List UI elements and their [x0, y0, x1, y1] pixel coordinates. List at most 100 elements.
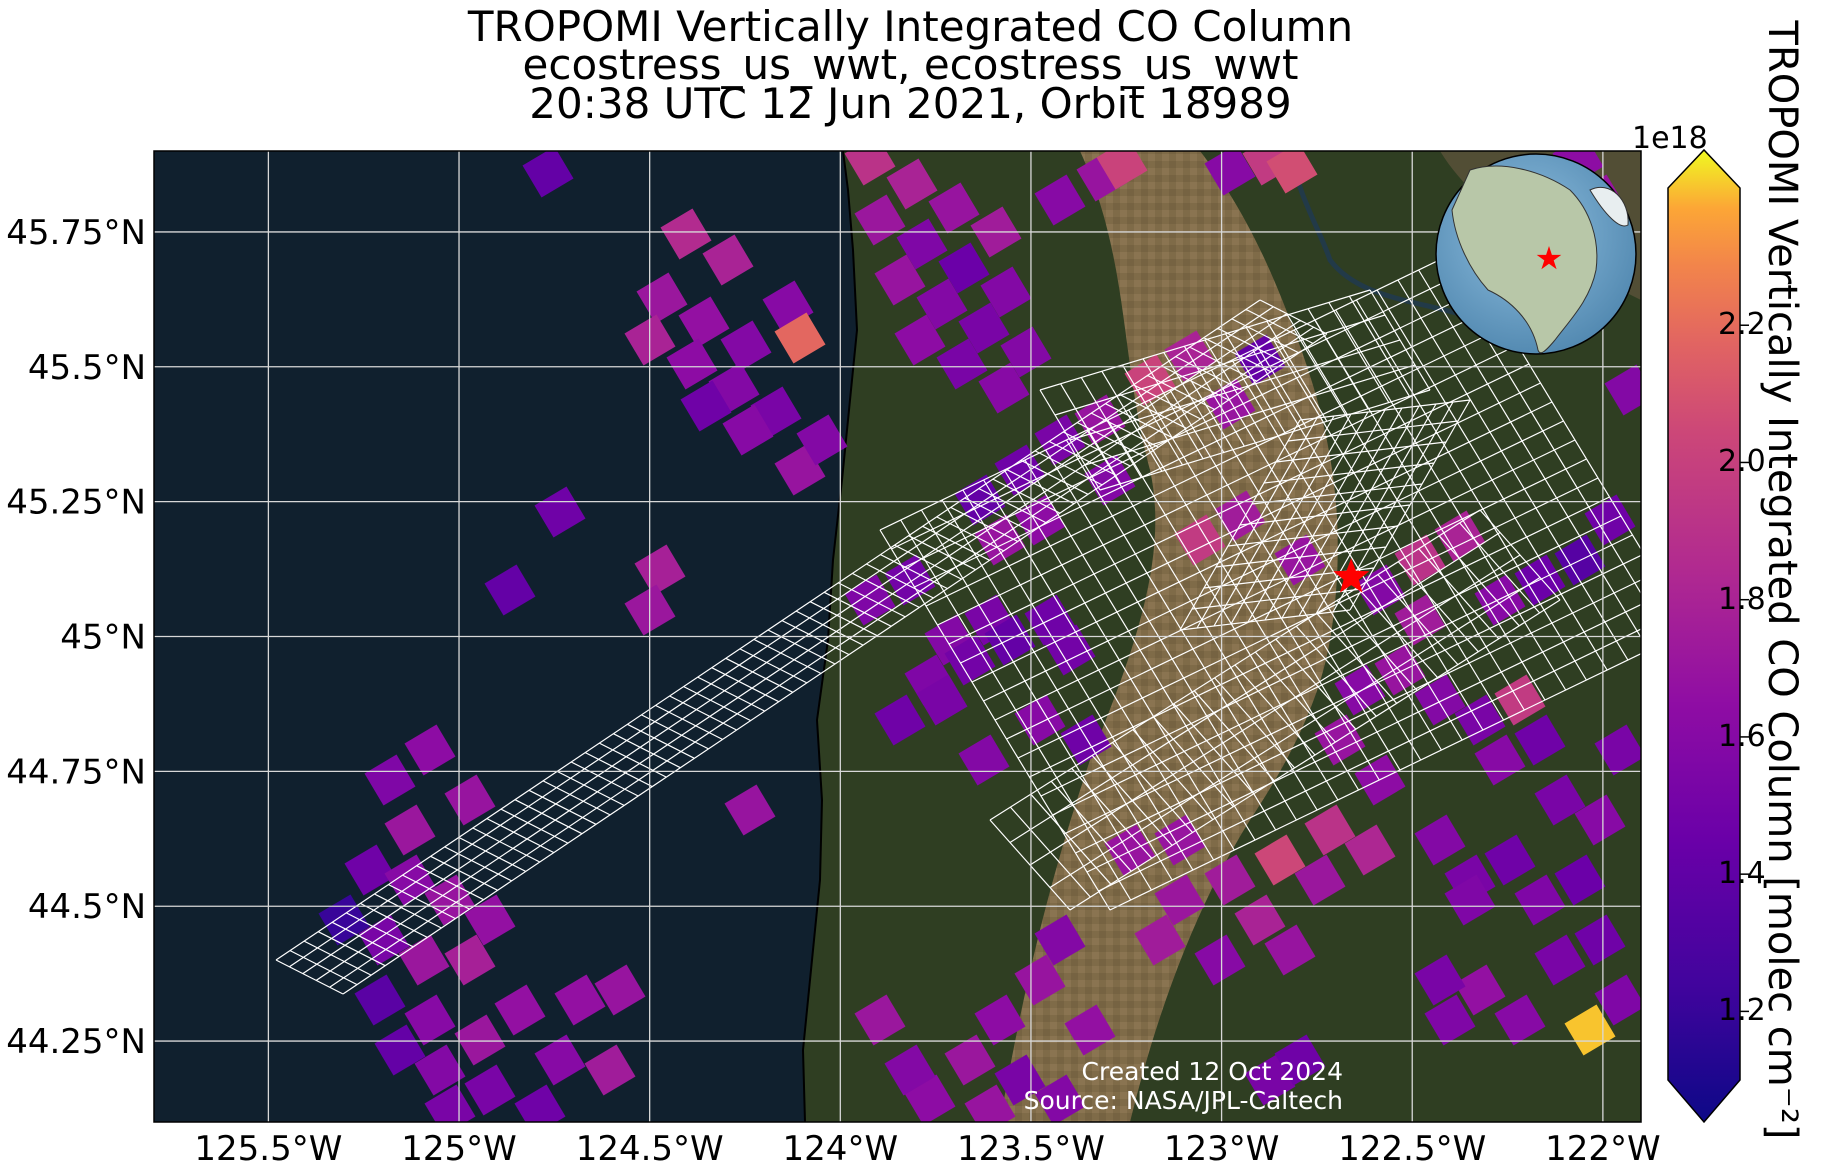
co-pixel [980, 266, 1032, 318]
co-pixel [1000, 326, 1052, 378]
co-pixel [680, 380, 732, 432]
co-pixel [1554, 854, 1606, 906]
colorbar-tick-label: 1.8 [1718, 581, 1766, 617]
lat-tick-label: 44.75°N [6, 752, 146, 792]
co-pixel [1594, 724, 1641, 776]
globe-north-america [1451, 165, 1598, 354]
co-pixel [404, 724, 456, 776]
co-pixel [514, 1084, 566, 1122]
lat-tick-label: 45.75°N [6, 213, 146, 253]
co-pixel [974, 994, 1026, 1046]
co-pixel [1454, 694, 1506, 746]
lon-tick-label: 125.5°W [194, 1129, 342, 1169]
co-pixel [1424, 994, 1476, 1046]
lat-tick-label: 44.5°N [28, 887, 146, 927]
map-panel [154, 151, 1641, 1122]
co-pixel [464, 1064, 516, 1116]
co-pixel [660, 208, 712, 260]
map-subtitle-site: ecostress_us_wwt, ecostress_us_wwt [522, 40, 1299, 89]
graticule [154, 151, 1641, 1122]
co-pixel [1434, 510, 1486, 562]
co-pixel [894, 314, 946, 366]
co-pixel [936, 338, 988, 390]
credit-created: Created 12 Oct 2024 [1081, 1057, 1343, 1086]
co-pixel [1494, 994, 1546, 1046]
co-pixel [534, 486, 586, 538]
map-subtitle-time-orbit: 20:38 UTC 12 Jun 2021, Orbit 18989 [529, 79, 1292, 128]
co-pixel [944, 634, 996, 686]
co-pixel [1494, 674, 1546, 726]
co-pixel [916, 674, 968, 726]
co-pixel [1234, 334, 1286, 386]
site-star-icon [1333, 558, 1370, 593]
co-pixel [958, 302, 1010, 354]
co-pixel [1454, 964, 1506, 1016]
coastline [801, 151, 859, 1122]
co-pixel [994, 1054, 1046, 1106]
lon-tick-label: 124.5°W [576, 1129, 724, 1169]
colorbar [1667, 148, 1749, 1124]
colorbar-tick-marks [1740, 324, 1749, 1013]
co-pixel [1474, 574, 1526, 626]
co-pixel [384, 804, 436, 856]
co-pixel [1234, 894, 1286, 946]
globe-greenland [1589, 187, 1629, 227]
colorbar-tick-label: 1.4 [1718, 856, 1766, 892]
co-pixel [984, 614, 1036, 666]
co-pixel [398, 934, 450, 986]
co-pixel [916, 278, 968, 330]
co-pixel [1414, 814, 1466, 866]
latitude-tick-labels: 45.75°N 45.5°N 45.25°N 45°N 44.75°N 44.5°N 44.… [6, 213, 146, 1062]
co-pixel [1344, 824, 1396, 876]
ecostress-footprints [275, 249, 1641, 995]
colorbar-tick-label: 1.6 [1718, 718, 1766, 754]
colorbar-tick-label: 2.2 [1718, 307, 1766, 343]
co-pixel [944, 1034, 996, 1086]
co-pixel [484, 564, 536, 616]
co-pixel [1204, 151, 1256, 196]
footprint-south-strip [989, 509, 1561, 911]
co-column-pixels [318, 151, 1641, 1122]
co-pixel [1304, 804, 1356, 856]
credit-source: Source: NASA/JPL-Caltech [1023, 1086, 1343, 1115]
lon-tick-label: 123°W [1164, 1129, 1280, 1169]
co-pixel [1034, 174, 1086, 226]
co-pixel [1514, 874, 1566, 926]
co-pixel [796, 414, 848, 466]
co-pixel [1174, 514, 1226, 566]
co-pixel [722, 404, 774, 456]
lat-tick-label: 45.25°N [6, 483, 146, 523]
co-pixel [1104, 824, 1156, 876]
lat-tick-label: 45°N [60, 618, 146, 658]
footprint-east-block [1179, 399, 1471, 631]
co-pixel [1474, 734, 1526, 786]
co-pixel [844, 151, 896, 186]
co-pixel [678, 296, 730, 348]
co-pixel [584, 1044, 636, 1096]
co-pixel [1134, 914, 1186, 966]
co-pixel [1266, 151, 1318, 194]
co-pixel [1034, 914, 1086, 966]
co-pixel [774, 312, 826, 364]
co-pixel [464, 894, 516, 946]
co-pixel [594, 964, 646, 1016]
co-pixel [1060, 714, 1112, 766]
footprint-north-strip [1039, 289, 1431, 491]
longitude-tick-labels: 125.5°W 125°W 124.5°W 124°W 123.5°W 123°W 122.… [194, 1129, 1660, 1169]
colorbar-exponent: 1e18 [1632, 121, 1708, 156]
co-pixel [702, 234, 754, 286]
co-pixel [1314, 714, 1366, 766]
co-pixel [1154, 874, 1206, 926]
co-pixel [522, 151, 574, 198]
map-title: TROPOMI Vertically Integrated CO Column [467, 2, 1354, 51]
co-pixel [424, 1084, 476, 1122]
co-pixel [978, 362, 1030, 414]
footprint-coastal-strip [275, 299, 1328, 995]
co-pixel [1574, 794, 1626, 846]
co-pixel [896, 218, 948, 270]
co-pixel [1264, 924, 1316, 976]
co-pixel [1444, 874, 1496, 926]
co-pixel [854, 994, 906, 1046]
co-pixel [1414, 674, 1466, 726]
